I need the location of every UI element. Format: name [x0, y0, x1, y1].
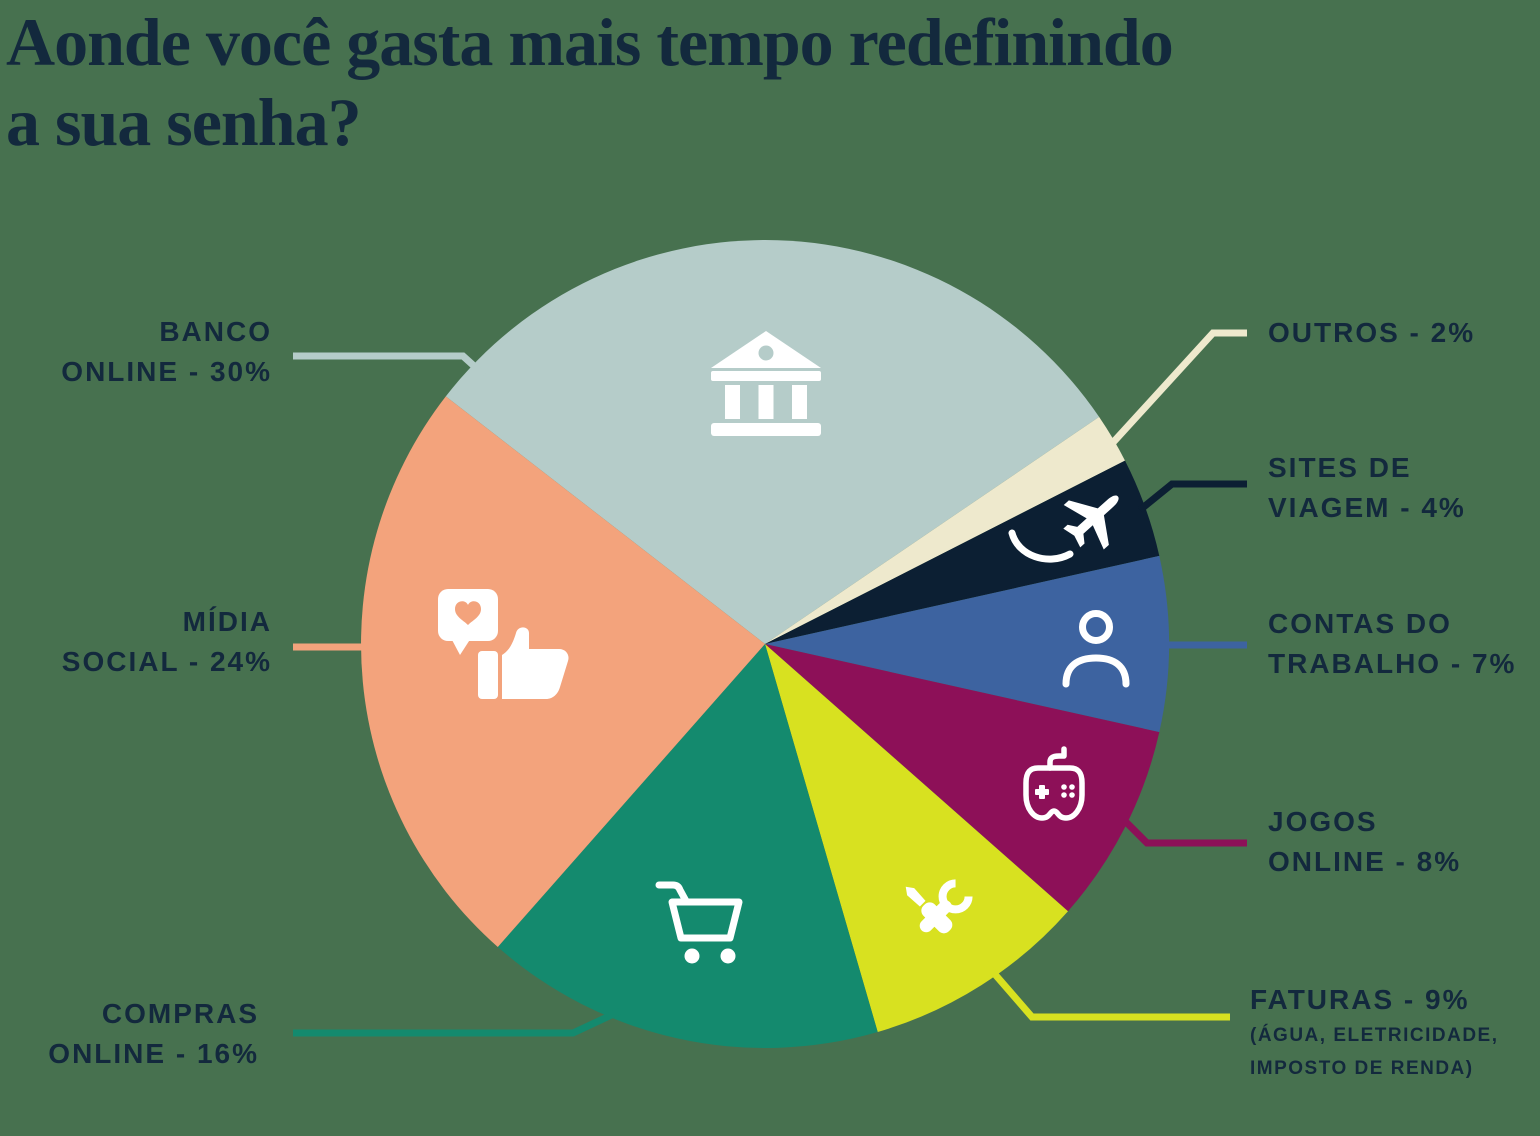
label-faturas: FATURAS - 9% (ÁGUA, ELETRICIDADE, IMPOST… — [1250, 984, 1499, 1079]
pie-slice-compras-online — [497, 644, 878, 1049]
leader-line-compras — [293, 1007, 622, 1037]
pie-slice-banco-online — [445, 240, 1100, 644]
game-controller-icon — [1023, 746, 1085, 821]
slice-icons — [438, 331, 1130, 964]
tools-icon — [905, 879, 973, 934]
shopping-cart-icon — [655, 881, 743, 964]
title-line-2: a sua senha? — [6, 84, 362, 160]
leader-line-banco — [293, 352, 487, 378]
social-media-icon — [438, 589, 569, 699]
title-line-1: Aonde você gasta mais tempo redefinindo — [6, 4, 1174, 80]
pie-slice-sites-de-viagem — [765, 460, 1160, 644]
bank-icon — [711, 331, 821, 436]
label-compras-online: COMPRAS ONLINE - 16% — [48, 998, 259, 1069]
label-sites-de-viagem: SITES DE VIAGEM - 4% — [1268, 452, 1466, 523]
pie-slice-jogos-online — [765, 644, 1160, 912]
leader-line-outros — [1105, 329, 1247, 451]
leader-line-faturas — [983, 961, 1230, 1021]
leader-lines — [293, 329, 1247, 1037]
pie-slice-contas-do-trabalho — [765, 555, 1170, 733]
label-midia-social: MÍDIA SOCIAL - 24% — [61, 606, 272, 677]
label-jogos-online: JOGOS ONLINE - 8% — [1268, 806, 1462, 877]
airplane-icon — [1008, 495, 1119, 563]
label-contas-do-trabalho: CONTAS DO TRABALHO - 7% — [1268, 608, 1517, 679]
leader-line-sites — [1137, 480, 1247, 513]
label-banco-online: BANCO ONLINE - 30% — [61, 316, 272, 387]
person-icon — [1062, 610, 1130, 688]
page-title: Aonde você gasta mais tempo redefinindo … — [6, 2, 1174, 162]
pie-slice-faturas — [765, 644, 1068, 1032]
label-outros: OUTROS - 2% — [1268, 317, 1476, 348]
leader-line-jogos — [1121, 817, 1247, 847]
pie-slice-outros — [765, 416, 1125, 644]
